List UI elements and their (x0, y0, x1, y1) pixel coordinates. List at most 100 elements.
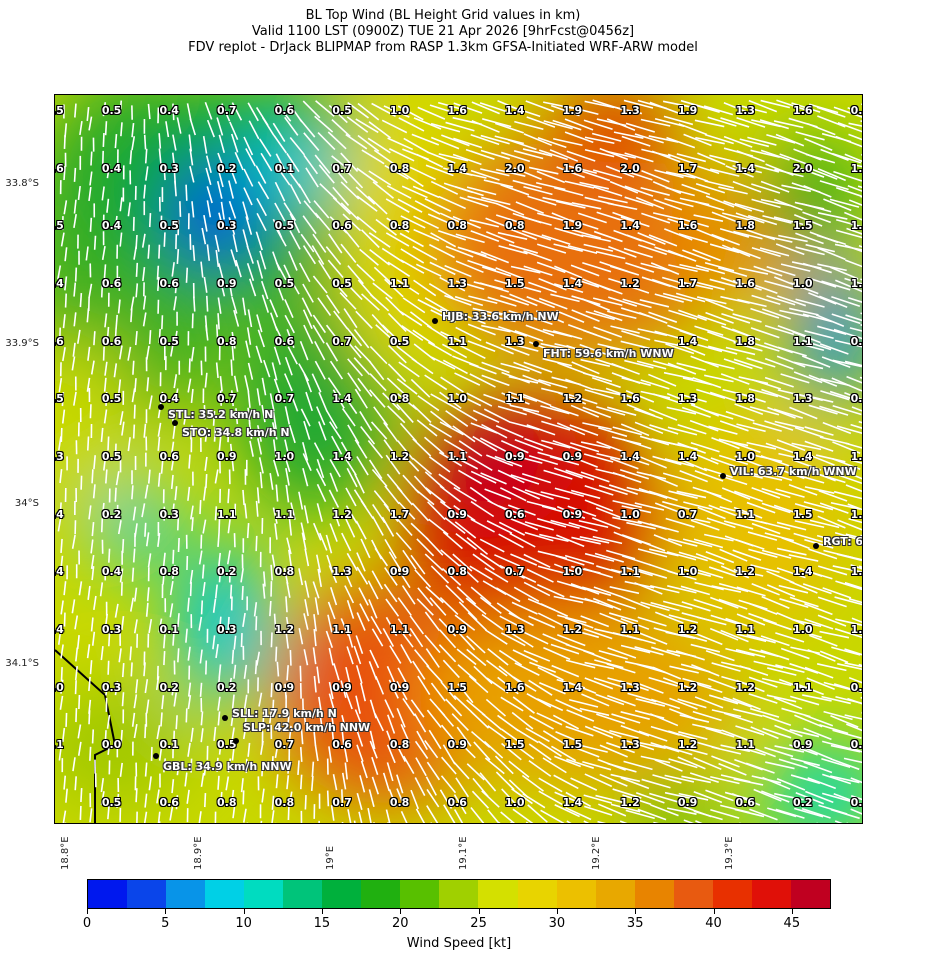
grid-value: 0.8 (447, 565, 467, 579)
station-marker[interactable] (813, 543, 819, 549)
wind-arrow (386, 744, 396, 764)
wind-arrow (272, 507, 278, 524)
wind-arrow (803, 727, 832, 741)
wind-arrow (298, 363, 310, 382)
wind-arrow (557, 362, 586, 375)
wind-arrow (88, 186, 92, 202)
station-marker[interactable] (432, 318, 438, 324)
wind-arrow (269, 600, 272, 617)
wind-arrow (849, 746, 862, 753)
wind-arrow (318, 259, 332, 280)
wind-arrow (747, 214, 778, 226)
wind-arrow (360, 500, 374, 519)
wind-arrow (847, 296, 862, 303)
wind-arrow (257, 438, 263, 455)
wind-map[interactable]: 0.50.50.40.70.60.51.01.61.41.91.31.91.31… (54, 94, 863, 824)
wind-arrow (428, 456, 451, 473)
wind-arrow (718, 762, 747, 776)
wind-arrow (663, 745, 693, 756)
wind-arrow (387, 312, 407, 333)
wind-arrow (157, 532, 161, 547)
wind-arrow (637, 568, 668, 579)
wind-arrow (342, 213, 362, 232)
wind-arrow (705, 649, 735, 662)
wind-arrow (441, 567, 462, 586)
wind-arrow (846, 723, 862, 732)
wind-arrow (626, 634, 656, 645)
station-marker[interactable] (720, 473, 726, 479)
longitude-label: 19.3°E (724, 836, 735, 870)
wind-arrow (529, 715, 554, 730)
wind-arrow (570, 276, 600, 288)
wind-arrow (557, 391, 587, 405)
wind-arrow (371, 102, 396, 118)
wind-arrow (501, 392, 530, 405)
wind-arrow (258, 692, 263, 707)
wind-arrow (564, 131, 594, 144)
wind-arrow (778, 452, 808, 462)
wind-arrow (131, 485, 134, 500)
wind-arrow (540, 342, 571, 351)
wind-arrow (751, 583, 780, 596)
wind-arrow (332, 507, 341, 527)
wind-arrow (479, 552, 504, 569)
wind-arrow (638, 455, 667, 469)
wind-arrow (304, 548, 310, 567)
wind-arrow (680, 515, 711, 524)
wind-arrow (174, 278, 178, 294)
grid-value: 0.9 (850, 104, 863, 117)
wind-arrow (552, 119, 582, 131)
wind-arrow (830, 501, 861, 510)
wind-arrow (411, 357, 434, 375)
wind-arrow (275, 326, 285, 345)
wind-arrow (72, 342, 76, 357)
wind-arrow (453, 455, 479, 470)
wind-arrow (445, 121, 475, 132)
wind-arrow (142, 295, 147, 310)
wind-arrow (704, 261, 735, 272)
wind-arrow (385, 616, 398, 637)
wind-arrow (723, 135, 753, 148)
wind-arrow (620, 216, 650, 228)
wind-arrow (455, 260, 484, 274)
wind-arrow (804, 538, 834, 549)
wind-arrow (834, 596, 862, 606)
wind-arrow (735, 538, 765, 550)
station-marker[interactable] (172, 420, 178, 426)
station-marker[interactable] (222, 715, 228, 721)
wind-arrow (288, 791, 293, 806)
station-marker[interactable] (533, 341, 539, 347)
colorbar-bin (88, 880, 128, 908)
station-marker[interactable] (153, 753, 159, 759)
wind-arrow (356, 456, 369, 476)
wind-arrow (148, 776, 152, 791)
wind-arrow (599, 773, 628, 787)
wind-arrow (819, 502, 849, 514)
wind-arrow (466, 536, 489, 555)
wind-arrow (481, 423, 508, 439)
wind-arrow (662, 677, 692, 690)
wind-arrow (344, 762, 348, 780)
wind-arrow (807, 277, 837, 288)
wind-arrow (188, 454, 191, 469)
wind-arrow (458, 312, 486, 325)
wind-arrow (718, 454, 749, 466)
station-marker[interactable] (233, 738, 239, 744)
wind-arrow (74, 267, 78, 282)
wind-arrow (243, 664, 248, 679)
wind-arrow (169, 581, 174, 596)
grid-value: 0.6 (735, 795, 755, 809)
wind-arrow (162, 552, 166, 567)
station-marker[interactable] (158, 404, 164, 410)
grid-value: 0.1 (274, 161, 295, 175)
grid-value: 0.7 (274, 738, 295, 752)
grid-value: 2.0 (793, 161, 813, 175)
wind-arrow (312, 233, 327, 253)
wind-arrow (143, 184, 146, 199)
grid-value: 0.7 (677, 507, 698, 521)
wind-arrow (76, 329, 81, 344)
wind-arrow (89, 746, 92, 761)
wind-arrow (578, 519, 609, 529)
wind-arrow (106, 198, 110, 213)
wind-arrow (256, 487, 260, 504)
